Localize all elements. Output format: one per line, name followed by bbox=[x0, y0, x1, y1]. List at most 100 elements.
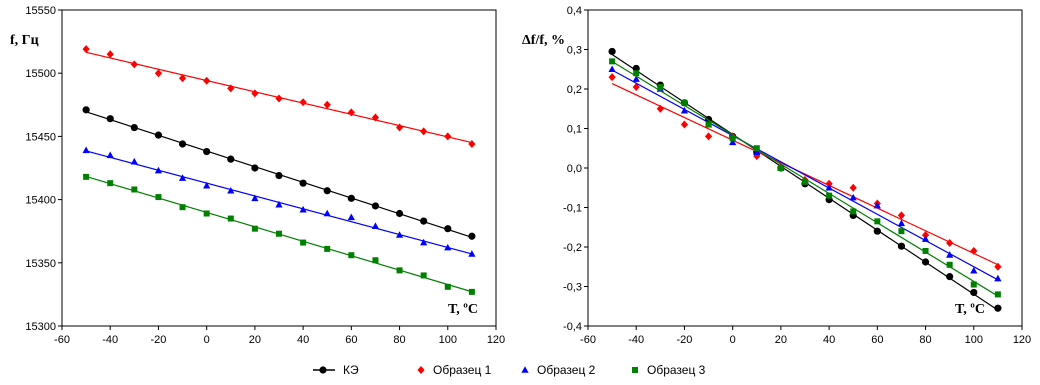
x-tick-label: 120 bbox=[487, 334, 505, 346]
point-series-4 bbox=[777, 165, 784, 171]
y-tick-label: -0,2 bbox=[563, 242, 582, 254]
point-series-2 bbox=[371, 113, 380, 122]
point-series-2 bbox=[632, 83, 640, 92]
x-tick-label: 60 bbox=[345, 334, 357, 346]
point-series-3 bbox=[323, 209, 331, 217]
point-series-2 bbox=[251, 89, 259, 98]
point-series-2 bbox=[203, 76, 211, 85]
point-series-2 bbox=[994, 262, 1002, 271]
point-series-1 bbox=[82, 106, 90, 114]
trendline-series-2 bbox=[611, 83, 999, 266]
x-tick-label: -40 bbox=[628, 334, 644, 346]
point-series-4 bbox=[227, 215, 234, 222]
point-series-4 bbox=[83, 173, 90, 180]
point-series-2 bbox=[444, 132, 452, 141]
point-series-1 bbox=[323, 187, 331, 195]
point-series-1 bbox=[299, 179, 307, 187]
point-series-3 bbox=[395, 231, 404, 238]
point-series-1 bbox=[873, 227, 881, 235]
y-tick-label: 0,3 bbox=[567, 45, 582, 57]
legend-marker bbox=[319, 366, 327, 374]
point-series-4 bbox=[324, 245, 331, 252]
legend-label: Образец 1 bbox=[433, 363, 492, 377]
point-series-2 bbox=[849, 183, 857, 192]
point-series-2 bbox=[106, 50, 114, 59]
point-series-3 bbox=[106, 151, 114, 159]
point-series-4 bbox=[729, 135, 736, 142]
point-series-4 bbox=[276, 230, 282, 237]
point-series-4 bbox=[970, 281, 977, 288]
point-series-1 bbox=[420, 217, 428, 225]
point-series-4 bbox=[922, 247, 929, 254]
point-series-4 bbox=[444, 283, 451, 290]
point-series-2 bbox=[323, 100, 331, 109]
point-series-1 bbox=[994, 304, 1002, 312]
point-series-3 bbox=[468, 250, 476, 257]
trendline-series-3 bbox=[611, 69, 999, 281]
point-series-1 bbox=[203, 147, 211, 156]
point-series-4 bbox=[657, 84, 664, 91]
point-series-3 bbox=[82, 146, 90, 154]
point-series-1 bbox=[106, 115, 114, 123]
y-tick-label: 0,1 bbox=[567, 124, 582, 136]
point-series-3 bbox=[444, 243, 452, 251]
x-axis-label: T, ºC bbox=[955, 302, 985, 317]
x-tick-label: 100 bbox=[965, 334, 983, 346]
x-tick-label: 100 bbox=[439, 334, 457, 346]
point-series-3 bbox=[753, 148, 761, 155]
point-series-4 bbox=[705, 121, 712, 128]
point-series-4 bbox=[898, 228, 905, 235]
point-series-2 bbox=[178, 74, 187, 83]
point-series-1 bbox=[946, 273, 954, 281]
point-series-3 bbox=[994, 274, 1002, 282]
point-series-4 bbox=[348, 252, 355, 259]
legend: КЭ Образец 1 Образец 2 Образец 3 bbox=[313, 363, 706, 377]
point-series-3 bbox=[347, 213, 355, 221]
x-tick-label: 120 bbox=[1013, 334, 1031, 346]
point-series-2 bbox=[704, 132, 713, 141]
y-tick-label: 15400 bbox=[25, 195, 56, 207]
point-series-2 bbox=[347, 108, 355, 117]
legend-label: Образец 2 bbox=[537, 363, 596, 377]
point-series-3 bbox=[251, 194, 259, 202]
point-series-3 bbox=[729, 138, 737, 146]
point-series-2 bbox=[275, 94, 283, 103]
point-series-4 bbox=[251, 225, 258, 232]
y-tick-label: 15550 bbox=[25, 5, 56, 17]
x-tick-label: -40 bbox=[102, 334, 118, 346]
point-series-2 bbox=[227, 84, 235, 93]
point-series-4 bbox=[609, 58, 616, 65]
point-series-4 bbox=[155, 194, 162, 201]
point-series-4 bbox=[372, 257, 379, 264]
x-tick-label: -20 bbox=[676, 334, 692, 346]
point-series-2 bbox=[680, 120, 689, 129]
y-tick-label: 0,4 bbox=[567, 5, 582, 17]
point-series-1 bbox=[130, 123, 138, 132]
x-tick-label: 40 bbox=[823, 334, 835, 346]
point-series-3 bbox=[608, 65, 616, 73]
point-series-1 bbox=[251, 164, 259, 172]
point-series-2 bbox=[946, 239, 954, 248]
x-tick-label: -60 bbox=[580, 334, 596, 346]
point-series-3 bbox=[873, 201, 881, 209]
y-tick-label: 15350 bbox=[25, 258, 56, 270]
point-series-4 bbox=[802, 178, 808, 185]
plot-frame bbox=[587, 9, 1023, 327]
point-series-1 bbox=[154, 131, 163, 139]
point-series-3 bbox=[275, 200, 283, 208]
point-series-1 bbox=[275, 171, 283, 180]
x-tick-label: 20 bbox=[249, 334, 261, 346]
y-tick-label: -0,1 bbox=[563, 203, 582, 215]
x-tick-label: 80 bbox=[919, 334, 931, 346]
point-series-3 bbox=[130, 157, 138, 165]
point-series-1 bbox=[608, 47, 616, 56]
point-series-4 bbox=[131, 186, 138, 193]
point-series-4 bbox=[633, 70, 640, 77]
point-series-2 bbox=[656, 104, 664, 113]
point-series-2 bbox=[395, 123, 404, 132]
point-series-2 bbox=[420, 127, 428, 136]
y-axis-label: f, Гц bbox=[10, 33, 39, 48]
point-series-3 bbox=[946, 251, 954, 258]
y-axis-label: Δf/f, % bbox=[522, 33, 565, 48]
